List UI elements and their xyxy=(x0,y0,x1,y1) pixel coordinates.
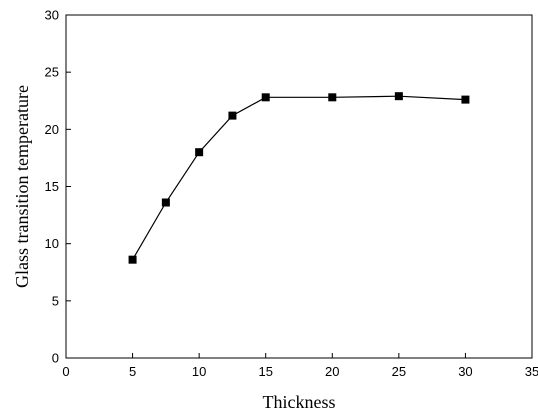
series-layer xyxy=(128,92,470,264)
y-tick-label: 10 xyxy=(45,236,59,251)
series-line xyxy=(132,95,466,260)
y-tick-label: 5 xyxy=(52,293,59,308)
x-tick-label: 0 xyxy=(62,364,69,379)
y-tick-label: 30 xyxy=(45,8,59,23)
data-point xyxy=(394,92,403,101)
data-point xyxy=(128,255,137,264)
data-point xyxy=(228,111,237,120)
y-tick-label: 15 xyxy=(45,179,59,194)
data-point xyxy=(461,95,470,104)
data-point xyxy=(261,93,270,102)
y-axis-ticks: 0 5 10 15 20 25 30 xyxy=(45,8,71,366)
x-axis-title: Thickness xyxy=(263,392,336,412)
plot-frame xyxy=(65,14,533,359)
data-point xyxy=(195,148,204,157)
data-point xyxy=(328,93,337,102)
x-tick-label: 10 xyxy=(192,364,206,379)
x-tick-label: 25 xyxy=(392,364,406,379)
x-tick-label: 30 xyxy=(458,364,472,379)
x-tick-label: 20 xyxy=(325,364,339,379)
data-point xyxy=(161,198,170,207)
y-tick-label: 20 xyxy=(45,122,59,137)
y-axis-title: Glass transition temperature xyxy=(12,85,32,288)
x-tick-label: 5 xyxy=(129,364,136,379)
x-tick-label: 35 xyxy=(525,364,538,379)
y-tick-label: 0 xyxy=(52,351,59,366)
x-tick-label: 15 xyxy=(258,364,272,379)
y-tick-label: 25 xyxy=(45,65,59,80)
x-axis-ticks: 0 5 10 15 20 25 30 35 xyxy=(62,353,538,379)
